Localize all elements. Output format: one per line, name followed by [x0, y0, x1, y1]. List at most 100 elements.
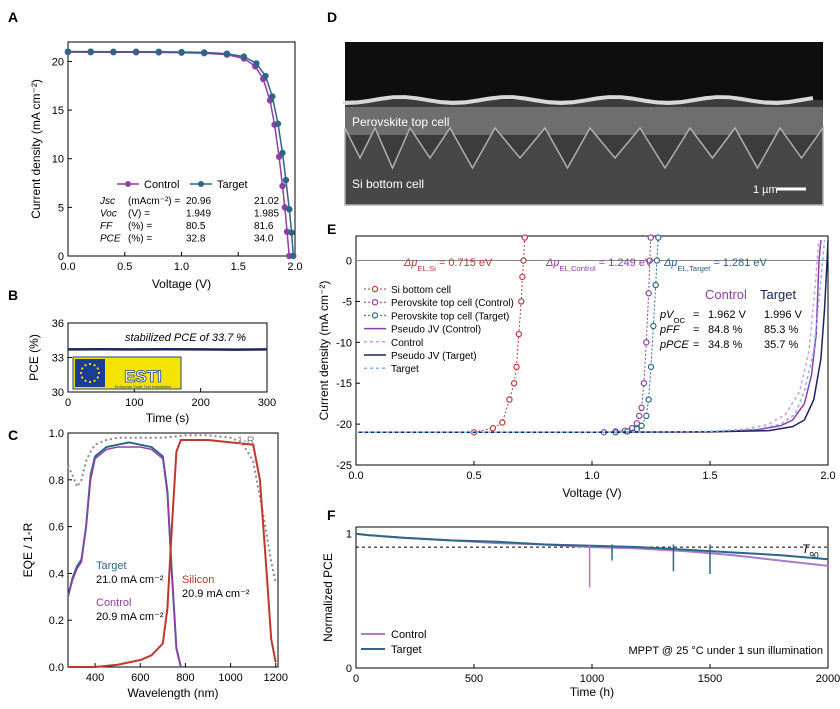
panel-c-y-tick-label: 1.0: [49, 428, 64, 440]
panel-e-point-1: [640, 380, 648, 387]
panel-f-threshold-label: T90: [802, 542, 819, 560]
panel-a-point-target: [64, 48, 72, 55]
panel-a-x-tick-label: 0.5: [117, 261, 132, 273]
text-part: pFF: [659, 324, 681, 336]
panel-letter-E: E: [327, 221, 336, 237]
sem-label-perovskite: Perovskite top cell: [352, 115, 449, 129]
panel-e-legend-label: Si bottom cell: [391, 285, 451, 296]
panel-c-y-tick-label: 0.2: [49, 615, 64, 627]
text-part: = 1.281 eV: [710, 257, 767, 269]
panel-a-point-target: [288, 229, 295, 236]
panel-e-legend-label: Perovskite top cell (Control): [391, 298, 514, 309]
eu-star: [88, 362, 92, 366]
text-part: Δμ: [403, 257, 417, 269]
text-part: pPCE: [659, 339, 689, 351]
panel-e-point-2: [652, 281, 659, 289]
panel-e-point-2: [645, 396, 652, 403]
eu-star: [84, 364, 87, 367]
panel-letter-D: D: [327, 9, 337, 25]
panel-a-param-target: 34.0: [254, 234, 274, 245]
panel-e-table-target: 1.996 V: [764, 309, 803, 321]
panel-e-point-1: [638, 404, 645, 411]
text-part: stabilized PCE of: [125, 332, 212, 344]
panel-e-legend-marker: [371, 312, 379, 319]
panel-e-legend-label: Perovskite top cell (Target): [391, 311, 509, 322]
panel-e-point-2: [647, 363, 655, 371]
panel-a-line-target: [67, 50, 295, 257]
panel-e-table-eq: =: [693, 309, 699, 321]
panel-e-point-0: [515, 330, 523, 338]
panel-f-x-tick-label: 0: [353, 673, 359, 685]
text-part: = 1.249 eV: [596, 257, 653, 269]
panel-f-x-tick-label: 1500: [698, 673, 722, 685]
panel-a-legend-label: Control: [144, 179, 179, 191]
panel-a-param-name: Voc: [100, 209, 117, 220]
panel-a-x-tick-label: 0.0: [60, 261, 75, 273]
panel-c-x-tick-label: 1200: [263, 672, 287, 684]
panel-e-point-1: [646, 257, 654, 264]
panel-e-x-tick-label: 0.0: [348, 470, 363, 482]
text-part: OC: [673, 316, 685, 325]
panel-c-y-tick-label: 0.6: [49, 522, 64, 534]
eu-star: [79, 371, 83, 375]
panel-e-point-2: [638, 422, 645, 429]
panel-f-x-tick-label: 500: [465, 673, 483, 685]
panel-b-annotation: stabilized PCE of 33.7 %: [125, 332, 246, 344]
eu-star: [88, 380, 92, 384]
panel-c-annotation-target-jsc: 21.0 mA cm⁻²: [96, 574, 164, 586]
panel-a-x-tick-label: 1.0: [174, 261, 189, 273]
panel-e-table-label: pFF: [659, 324, 681, 336]
panel-b-xlabel: Time (s): [146, 411, 190, 425]
panel-b-y-tick-label: 33: [52, 353, 64, 365]
text-part: pV: [659, 309, 675, 321]
panel-letter-A: A: [8, 9, 18, 25]
panel-e-y-tick-label: -20: [336, 419, 352, 431]
text-part: = 0.715 eV: [436, 257, 493, 269]
panel-e-legend-label: Target: [391, 364, 419, 375]
panel-e-table-label: pVOC: [659, 309, 685, 325]
panel-e-x-tick-label: 2.0: [820, 470, 835, 482]
panel-a-param-name: PCE: [100, 234, 121, 245]
panel-f-legend-label: Control: [391, 629, 426, 641]
panel-e-point-0: [510, 380, 518, 387]
panel-f-y-tick-label: 0: [346, 663, 352, 675]
panel-a-param-control: 80.5: [186, 221, 206, 232]
panel-a-point-target: [290, 252, 297, 260]
text-part: Δμ: [545, 257, 559, 269]
panel-a-point-target: [279, 149, 286, 157]
panel-a-y-tick-label: 15: [52, 105, 64, 117]
panel-e-legend-marker: [371, 299, 379, 306]
panel-e-point-0: [519, 273, 526, 281]
panel-letter-B: B: [8, 287, 18, 303]
panel-c-line-control: [67, 446, 182, 668]
panel-e-y-tick-label: -25: [336, 460, 352, 472]
panel-e-legend-marker: [371, 285, 379, 293]
panel-e-table-eq: =: [693, 324, 699, 336]
panel-b-x-tick-label: 0: [65, 397, 71, 409]
panel-f-y-tick-label: 1: [346, 529, 352, 541]
panel-a-legend-marker: [125, 181, 131, 187]
eu-star: [97, 371, 101, 375]
panel-c-x-tick-label: 800: [176, 672, 194, 684]
panel-c-annotation-1r: 1-R: [237, 435, 255, 447]
panel-e-line-6: [356, 240, 826, 434]
panel-e-table-eq: =: [693, 339, 699, 351]
panel-a-point-target: [253, 60, 260, 67]
panel-a-param-name: Jsc: [99, 196, 115, 207]
panel-e-point-1: [645, 290, 652, 297]
panel-a-param-control: 32.8: [186, 234, 206, 245]
panel-e-table-control-header: Control: [705, 287, 747, 302]
panel-a-y-tick-label: 10: [52, 154, 64, 166]
perovskite-surface: [343, 95, 814, 106]
panel-e-x-tick-label: 1.0: [584, 470, 599, 482]
panel-c-annotation-silicon: Silicon: [182, 574, 214, 586]
panel-e-legend-label: Pseudo JV (Control): [391, 325, 481, 336]
panel-b-y-tick-label: 30: [52, 387, 64, 399]
panel-c-y-tick-label: 0.4: [49, 568, 64, 580]
esti-logo-subtext: European Solar Test Installation: [115, 384, 171, 389]
panel-f-xlabel: Time (h): [570, 685, 614, 699]
panel-e-table-control: 84.8 %: [708, 324, 742, 336]
panel-e-table-control: 34.8 %: [708, 339, 742, 351]
panel-e-delta-mu: ΔμEL,Si = 0.715 eV: [403, 257, 493, 273]
